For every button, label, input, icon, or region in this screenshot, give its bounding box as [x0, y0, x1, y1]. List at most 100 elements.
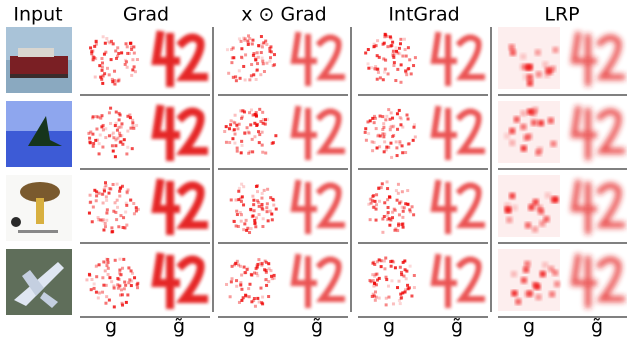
heatmap-pixel [399, 38, 402, 41]
heatmap-pixel [108, 73, 111, 76]
heatmap-pixel [240, 220, 243, 223]
heatmap-input [80, 175, 142, 237]
heatmap-pixel [122, 258, 125, 261]
heatmap-pixel [240, 56, 243, 59]
heatmap-pixel [116, 137, 119, 140]
heatmap-pixel [240, 183, 243, 186]
heatmap-pixel [119, 134, 122, 137]
heatmap-pixel [246, 126, 249, 129]
heatmap-pixel [101, 193, 104, 196]
heatmap-pixel [258, 108, 261, 111]
heatmap-pixel [236, 150, 239, 153]
heatmap-watermark [286, 101, 348, 163]
heatmap-pixel [366, 120, 369, 123]
heatmap-pixel [400, 63, 403, 66]
heatmap-pixel [368, 279, 371, 282]
heatmap-pixel [104, 225, 107, 228]
heatmap-pixel [96, 139, 99, 142]
heatmap-pixel [261, 111, 264, 114]
heatmap-pixel [241, 144, 244, 147]
heatmap-pixel [114, 122, 117, 125]
heatmap-pixel [88, 137, 91, 140]
heatmap-pixel [239, 284, 242, 287]
heatmap-pixel [383, 259, 386, 262]
input-mushroom [6, 175, 72, 241]
heatmap-pixel [225, 283, 228, 286]
heatmap-pixel [372, 261, 375, 264]
heatmap-watermark [286, 249, 348, 311]
heatmap-pixel [113, 70, 116, 73]
heatmap-pixel [102, 128, 105, 131]
heatmap-pixel [252, 52, 255, 55]
heatmap-pixel [520, 110, 526, 116]
heatmap-pixel [93, 45, 96, 48]
heatmap-pixel [406, 114, 409, 117]
heatmap-pixel [95, 275, 98, 278]
heatmap-pixel [93, 287, 96, 290]
heatmap-pixel [132, 127, 135, 130]
heatmap-input [498, 27, 560, 89]
heatmap-pixel [371, 149, 374, 152]
heatmap-pixel [401, 190, 404, 193]
heatmap-pixel [107, 267, 110, 270]
heatmap-pixel [232, 120, 235, 123]
heatmap-pixel [396, 154, 399, 157]
heatmap-watermark [426, 249, 488, 311]
heatmap-pixel [135, 209, 138, 212]
heatmap-pixel [111, 144, 114, 147]
heatmap-pixel [98, 142, 101, 145]
heatmap-pixel [235, 285, 238, 288]
heatmap-pixel [236, 147, 239, 150]
heatmap-pixel [255, 111, 258, 114]
heatmap-pixel [375, 219, 378, 222]
heatmap-pixel [125, 224, 128, 227]
heatmap-pixel [259, 73, 262, 76]
heatmap-pixel [260, 197, 263, 200]
heatmap-pixel [97, 216, 100, 219]
heatmap-pixel [106, 67, 109, 70]
heatmap-pixel [391, 211, 394, 214]
heatmap-watermark [566, 27, 627, 89]
heatmap-pixel [382, 43, 385, 46]
heatmap-pixel [105, 195, 108, 198]
heatmap-pixel [248, 78, 251, 81]
heatmap-pixel [400, 117, 403, 120]
heatmap-pixel [238, 37, 241, 40]
heatmap-pixel [273, 53, 276, 56]
heatmap-pixel [250, 227, 253, 230]
heatmap-pixel [391, 41, 394, 44]
heatmap-pixel [123, 138, 126, 141]
heatmap-pixel [123, 281, 126, 284]
heatmap-pixel [258, 205, 261, 208]
heatmap-pixel [413, 274, 416, 277]
heatmap-pixel [381, 132, 384, 135]
heatmap-pixel [386, 187, 389, 190]
heatmap-pixel [261, 60, 264, 63]
heatmap-pixel [98, 152, 101, 155]
heatmap-pixel [376, 146, 379, 149]
heatmap-pixel [388, 195, 391, 198]
heatmap-pixel [263, 189, 266, 192]
heatmap-pixel [237, 225, 240, 228]
heatmap-pixel [376, 260, 379, 263]
heatmap-pixel [382, 122, 385, 125]
heatmap-pixel [232, 76, 235, 79]
heatmap-pixel [364, 127, 367, 130]
heatmap-pixel [90, 288, 93, 291]
heatmap-pixel [396, 199, 399, 202]
heatmap-pixel [527, 80, 533, 86]
heatmap-pixel [404, 48, 407, 51]
heatmap-pixel [131, 121, 134, 124]
heatmap-pixel [105, 284, 108, 287]
heatmap-pixel [89, 131, 92, 134]
heatmap-pixel [240, 140, 243, 143]
heatmap-pixel [397, 183, 400, 186]
heatmap-pixel [231, 277, 234, 280]
heatmap-pixel [393, 229, 396, 232]
heatmap-pixel [554, 281, 560, 287]
heatmap-pixel [249, 150, 252, 153]
heatmap-pixel [266, 188, 269, 191]
heatmap-pixel [407, 46, 410, 49]
heatmap-pixel [108, 192, 111, 195]
heatmap-pixel [250, 274, 253, 277]
